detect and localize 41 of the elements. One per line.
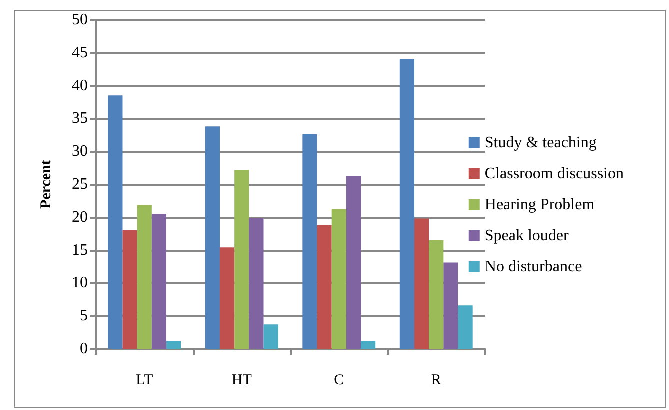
bar [317,225,332,349]
bar [429,240,444,349]
bar [332,210,346,349]
x-tick-label: LT [136,372,154,388]
bar [205,126,220,349]
y-tick-label: 10 [72,274,88,292]
bar [400,59,414,349]
legend-label: Classroom discussion [484,166,624,182]
y-tick-label: 15 [72,242,88,259]
y-tick-label: 45 [72,44,88,62]
y-tick-label: 35 [72,110,88,128]
y-tick-label: 40 [72,77,88,94]
legend-label: No disturbance [484,258,582,276]
legend-label: Hearing Problem [484,196,596,214]
bar [108,96,123,349]
bar [458,306,473,349]
legend-label: Speak louder [484,228,570,244]
bar [122,230,138,349]
bar [152,214,167,349]
bar [444,262,458,349]
y-tick-label: 0 [80,340,88,358]
bar [414,218,430,349]
bar [220,248,235,349]
bar [249,218,264,349]
y-axis-title: Percent [38,160,54,209]
y-tick-label: 5 [80,308,88,325]
bar [166,341,182,349]
bar [361,341,376,349]
legend-label: Study & teaching [484,134,597,152]
bar [346,176,362,349]
y-tick-label: 25 [72,176,88,193]
y-tick-label: 30 [72,143,88,160]
y-tick-label: 20 [72,208,88,226]
bar [234,170,250,349]
bar [137,206,152,349]
x-tick-label: HT [232,372,252,388]
bar [302,134,318,349]
x-tick-label: R [431,372,442,388]
x-tick-label: C [334,372,344,388]
bar [264,324,278,349]
y-tick-label: 50 [72,12,88,28]
